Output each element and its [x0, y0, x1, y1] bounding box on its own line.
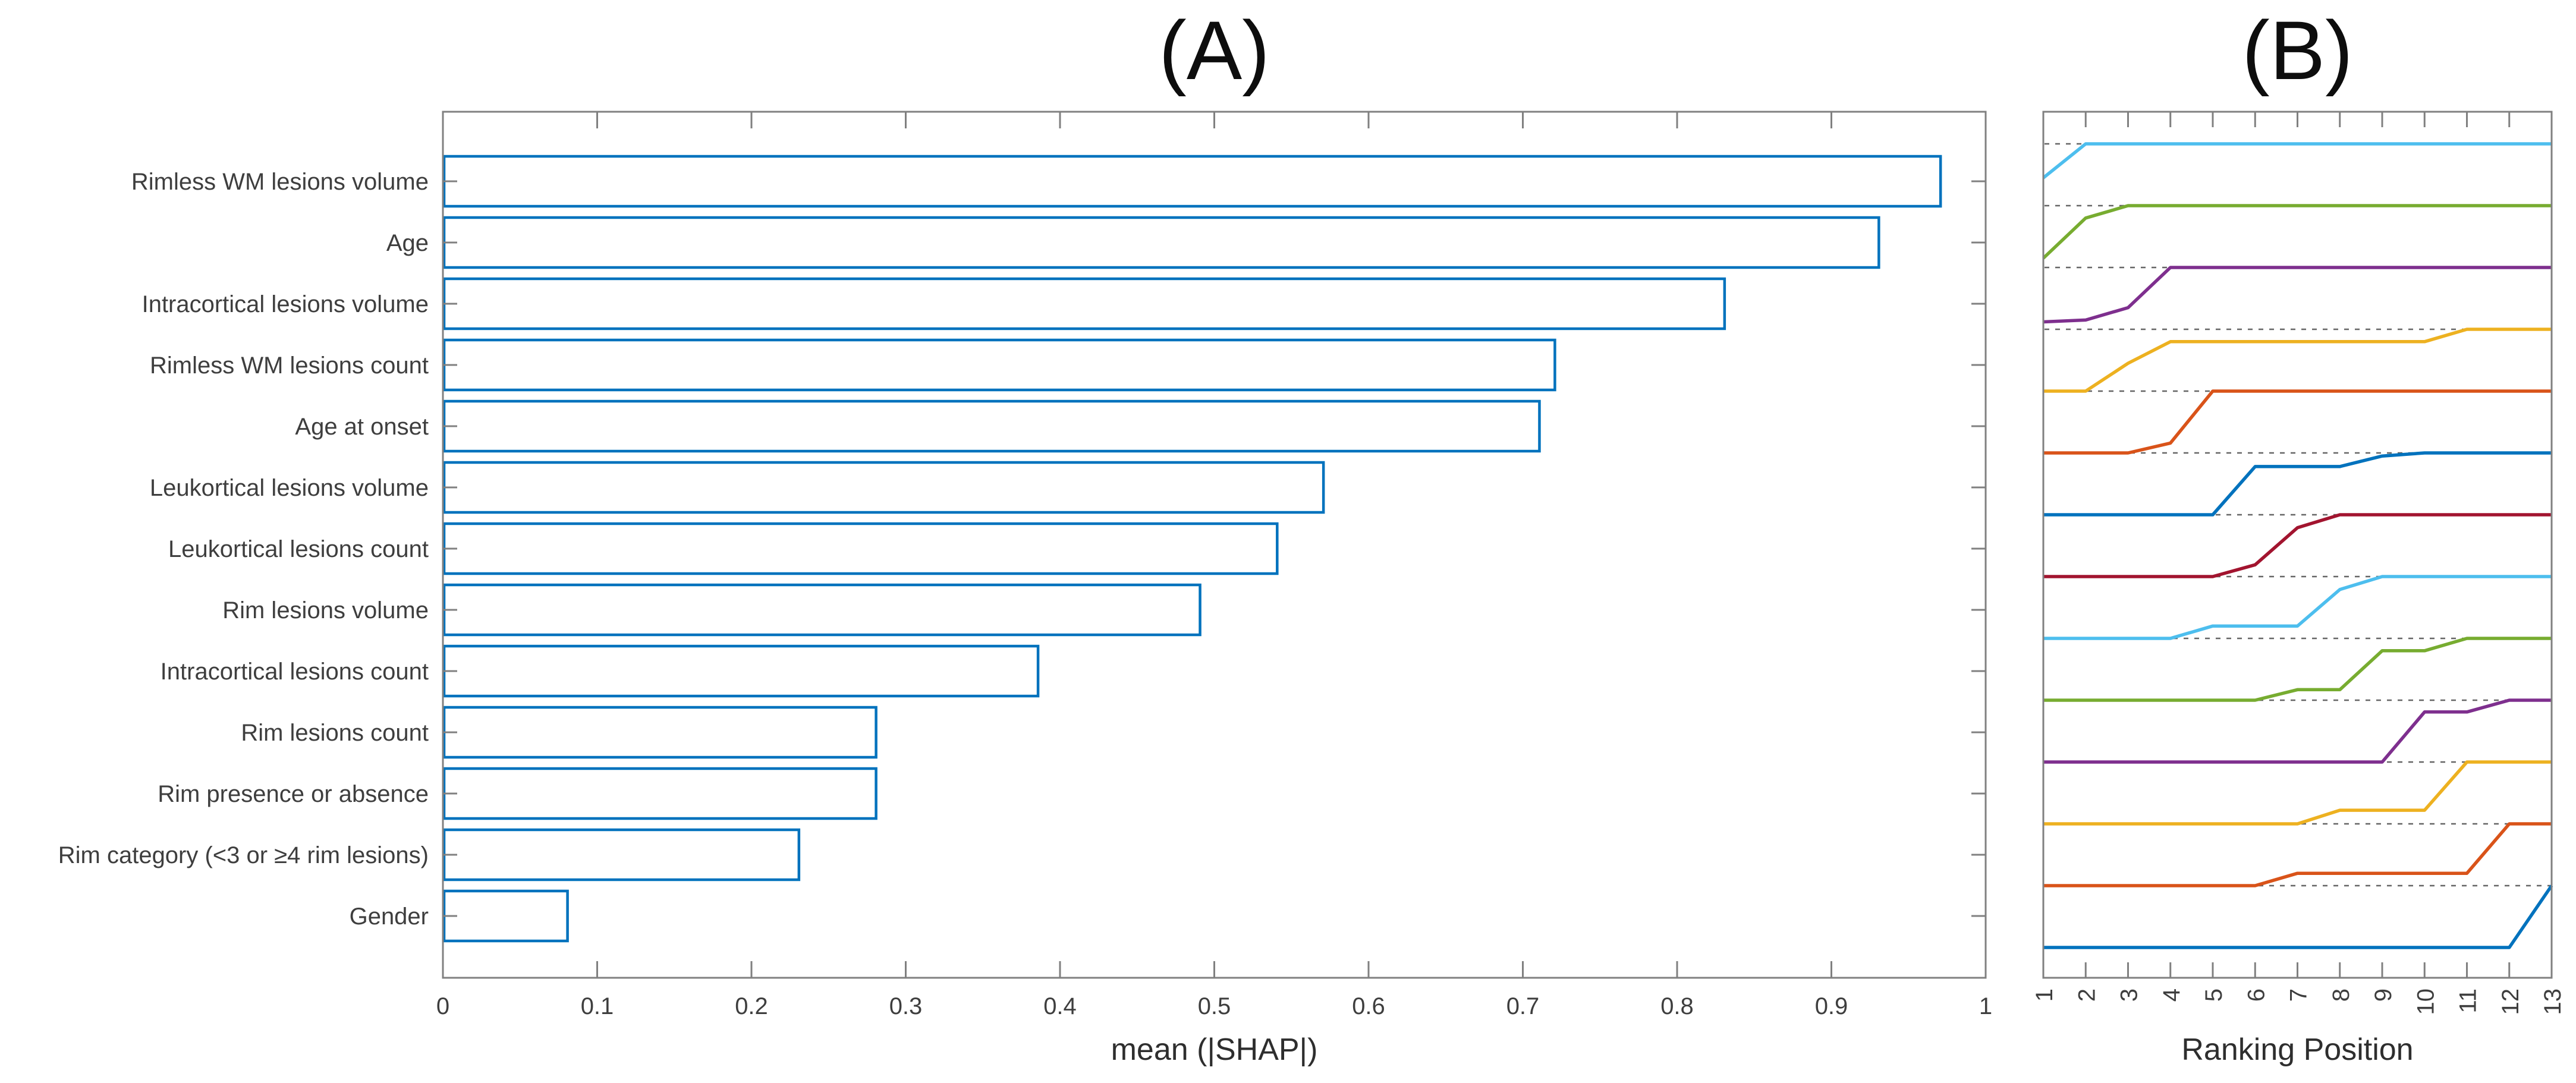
panel-a-category-label: Leukortical lesions volume: [150, 475, 429, 501]
bar-4: [442, 338, 1556, 392]
panel-b-xtick-label: 4: [2159, 988, 2185, 1002]
panel-b-xtick-label: 13: [2540, 988, 2566, 1015]
panel-b-xtick-label: 1: [2031, 988, 2058, 1002]
panel-a-xtick-label: 0.5: [1198, 993, 1231, 1019]
panel-a-category-label: Intracortical lesions count: [161, 659, 429, 685]
panel-a-xtick-label: 0: [436, 993, 449, 1019]
panel-a-xtick-label: 0.4: [1043, 993, 1077, 1019]
bar-1: [442, 155, 1942, 208]
panel-b-xtick-label: 12: [2498, 988, 2524, 1015]
panel-b-xtick-label: 9: [2370, 988, 2396, 1002]
panel-b-xtick-label: 8: [2328, 988, 2354, 1002]
panel-a-category-label: Rim lesions count: [241, 720, 429, 746]
panel-b-xtick-label: 6: [2243, 988, 2269, 1002]
panel-a-category-label: Intracortical lesions volume: [142, 291, 429, 317]
panel-b-curve-10: [2043, 698, 2552, 764]
panel-b-xtick-label: 11: [2455, 988, 2481, 1013]
bar-13: [442, 889, 569, 943]
panel-a-title: (A): [1159, 4, 1270, 97]
panel-b-xtick-label: 10: [2413, 988, 2439, 1015]
bar-8: [442, 583, 1201, 637]
panel-a-category-label: Rimless WM lesions count: [150, 352, 429, 379]
bar-12: [442, 828, 801, 881]
panel-b-curve-13: [2043, 884, 2553, 949]
panel-b-xaxis-label: Ranking Position: [2181, 1032, 2414, 1067]
panel-a-category-label: Rimless WM lesions volume: [131, 169, 429, 195]
panel-b-curve-1: [2042, 142, 2552, 180]
bar-6: [442, 461, 1325, 514]
panel-a-category-label: Rim category (<3 or ≥4 rim lesions): [58, 842, 429, 868]
panel-b-plot-box: [2042, 111, 2553, 979]
panel-a-category-label: Age: [386, 230, 429, 256]
panel-b-xtick-label: 7: [2286, 988, 2312, 1002]
panel-a-xtick-label: 0.8: [1660, 993, 1694, 1019]
bar-5: [442, 399, 1541, 453]
panel-a-category-label: Leukortical lesions count: [168, 536, 429, 562]
panel-a-category-label: Rim presence or absence: [158, 781, 429, 807]
panel-a-category-label: Rim lesions volume: [222, 597, 429, 624]
panel-a-xaxis-label: mean (|SHAP|): [1111, 1032, 1318, 1067]
panel-a-xtick-label: 0.6: [1352, 993, 1385, 1019]
panel-b-curve-12: [2043, 822, 2552, 887]
bar-3: [442, 277, 1726, 330]
bar-10: [442, 706, 877, 759]
panel-b-xtick-label: 2: [2074, 988, 2100, 1002]
panel-b-title: (B): [2242, 4, 2353, 97]
bar-9: [442, 644, 1040, 698]
bar-7: [442, 522, 1279, 575]
panel-b-curve-5: [2043, 389, 2552, 455]
panel-a-xtick-label: 1: [1979, 993, 1992, 1019]
panel-b-xtick-label: 3: [2116, 988, 2143, 1002]
panel-b-curve-7: [2043, 513, 2552, 578]
panel-a-category-label: Gender: [350, 903, 429, 930]
panel-a-xtick-label: 0.7: [1506, 993, 1540, 1019]
panel-b-xtick-label: 5: [2201, 988, 2227, 1002]
panel-b-curve-2: [2042, 204, 2552, 260]
panel-a-xtick-label: 0.1: [581, 993, 614, 1019]
bar-2: [442, 216, 1880, 269]
panel-b-curve-4: [2043, 328, 2552, 393]
panel-b-curve-3: [2043, 266, 2552, 324]
panel-a-xtick-label: 0.9: [1815, 993, 1848, 1019]
panel-b-curve-11: [2043, 760, 2552, 826]
panel-a-category-label: Age at onset: [295, 414, 429, 440]
bar-11: [442, 767, 877, 820]
panel-b-curve-9: [2043, 637, 2552, 702]
panel-b-curve-8: [2043, 575, 2552, 640]
panel-a-xtick-label: 0.2: [735, 993, 768, 1019]
panel-b-curve-6: [2043, 451, 2552, 517]
panel-a-xtick-label: 0.3: [889, 993, 923, 1019]
